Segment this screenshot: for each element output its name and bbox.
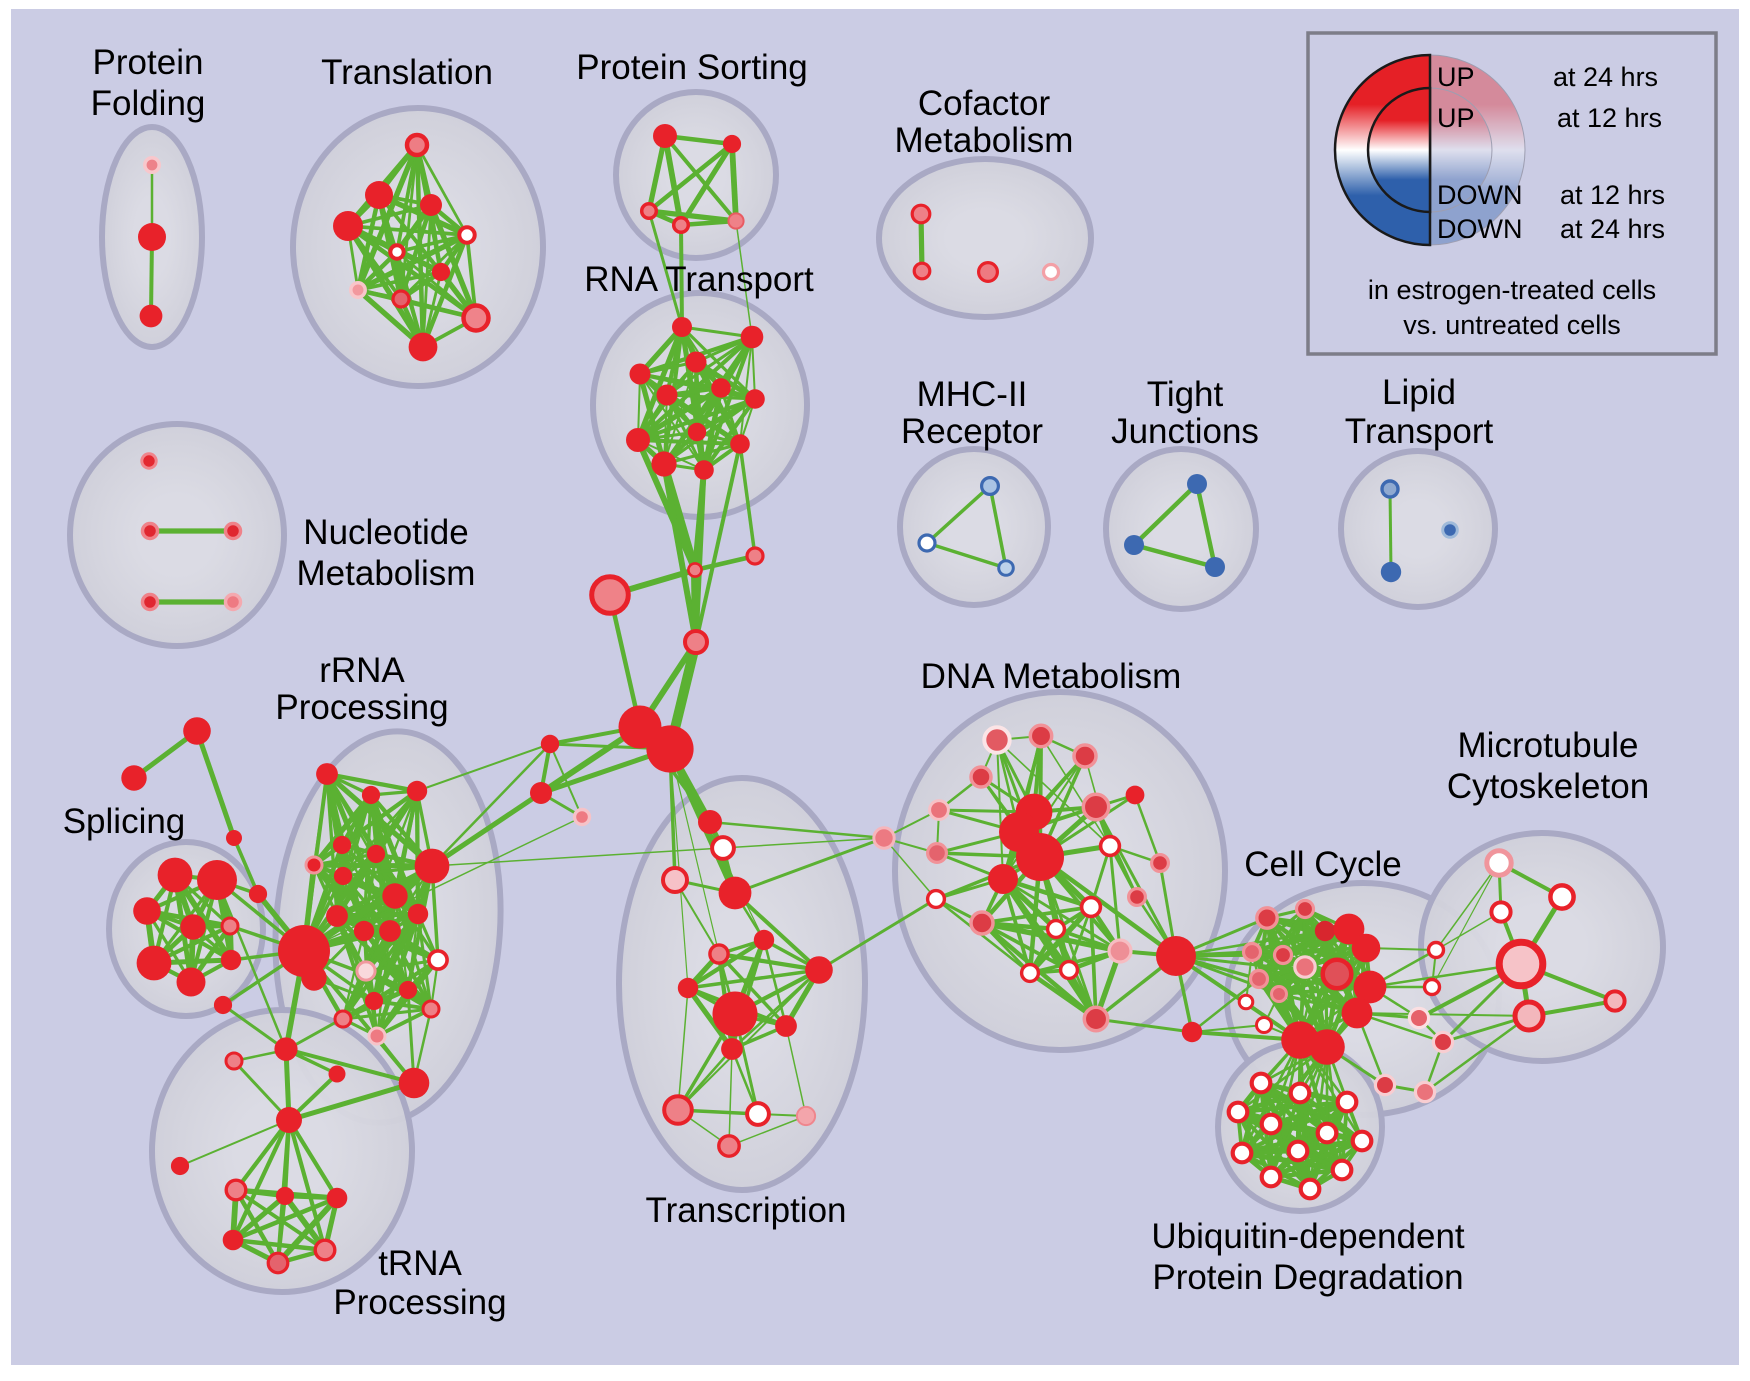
svg-text:Splicing: Splicing	[63, 802, 186, 841]
svg-text:Processing: Processing	[275, 688, 448, 727]
svg-text:at 24 hrs: at 24 hrs	[1560, 214, 1665, 244]
svg-text:MHC-II: MHC-II	[917, 375, 1028, 414]
svg-text:at 24 hrs: at 24 hrs	[1553, 62, 1658, 92]
svg-text:rRNA: rRNA	[319, 651, 405, 690]
svg-text:in estrogen-treated cells: in estrogen-treated cells	[1368, 275, 1656, 305]
svg-text:vs. untreated cells: vs. untreated cells	[1403, 310, 1621, 340]
svg-text:DNA Metabolism: DNA Metabolism	[921, 657, 1182, 696]
svg-text:tRNA: tRNA	[378, 1244, 462, 1283]
svg-text:RNA Transport: RNA Transport	[584, 260, 814, 299]
svg-text:UP: UP	[1437, 103, 1475, 133]
svg-text:Processing: Processing	[333, 1283, 506, 1322]
svg-text:Transport: Transport	[1345, 412, 1494, 451]
svg-text:Cofactor: Cofactor	[918, 84, 1051, 123]
svg-text:Protein Degradation: Protein Degradation	[1152, 1258, 1463, 1297]
svg-text:Metabolism: Metabolism	[297, 554, 476, 593]
svg-text:Folding: Folding	[91, 84, 206, 123]
svg-text:DOWN: DOWN	[1437, 214, 1522, 244]
svg-text:Protein: Protein	[93, 43, 204, 82]
svg-text:Tight: Tight	[1147, 375, 1224, 414]
svg-text:at 12 hrs: at 12 hrs	[1560, 180, 1665, 210]
svg-text:at 12 hrs: at 12 hrs	[1557, 103, 1662, 133]
svg-text:Ubiquitin-dependent: Ubiquitin-dependent	[1151, 1217, 1465, 1256]
svg-text:Nucleotide: Nucleotide	[303, 513, 468, 552]
svg-text:Cell Cycle: Cell Cycle	[1244, 845, 1402, 884]
svg-text:Microtubule: Microtubule	[1458, 726, 1639, 765]
svg-text:Lipid: Lipid	[1382, 373, 1456, 412]
svg-text:Receptor: Receptor	[901, 412, 1043, 451]
svg-text:UP: UP	[1437, 62, 1475, 92]
svg-text:Junctions: Junctions	[1111, 412, 1259, 451]
svg-text:Cytoskeleton: Cytoskeleton	[1447, 767, 1649, 806]
svg-text:Metabolism: Metabolism	[895, 121, 1074, 160]
svg-text:DOWN: DOWN	[1437, 180, 1522, 210]
svg-text:Transcription: Transcription	[646, 1191, 847, 1230]
svg-text:Protein Sorting: Protein Sorting	[576, 48, 808, 87]
svg-text:Translation: Translation	[321, 53, 493, 92]
